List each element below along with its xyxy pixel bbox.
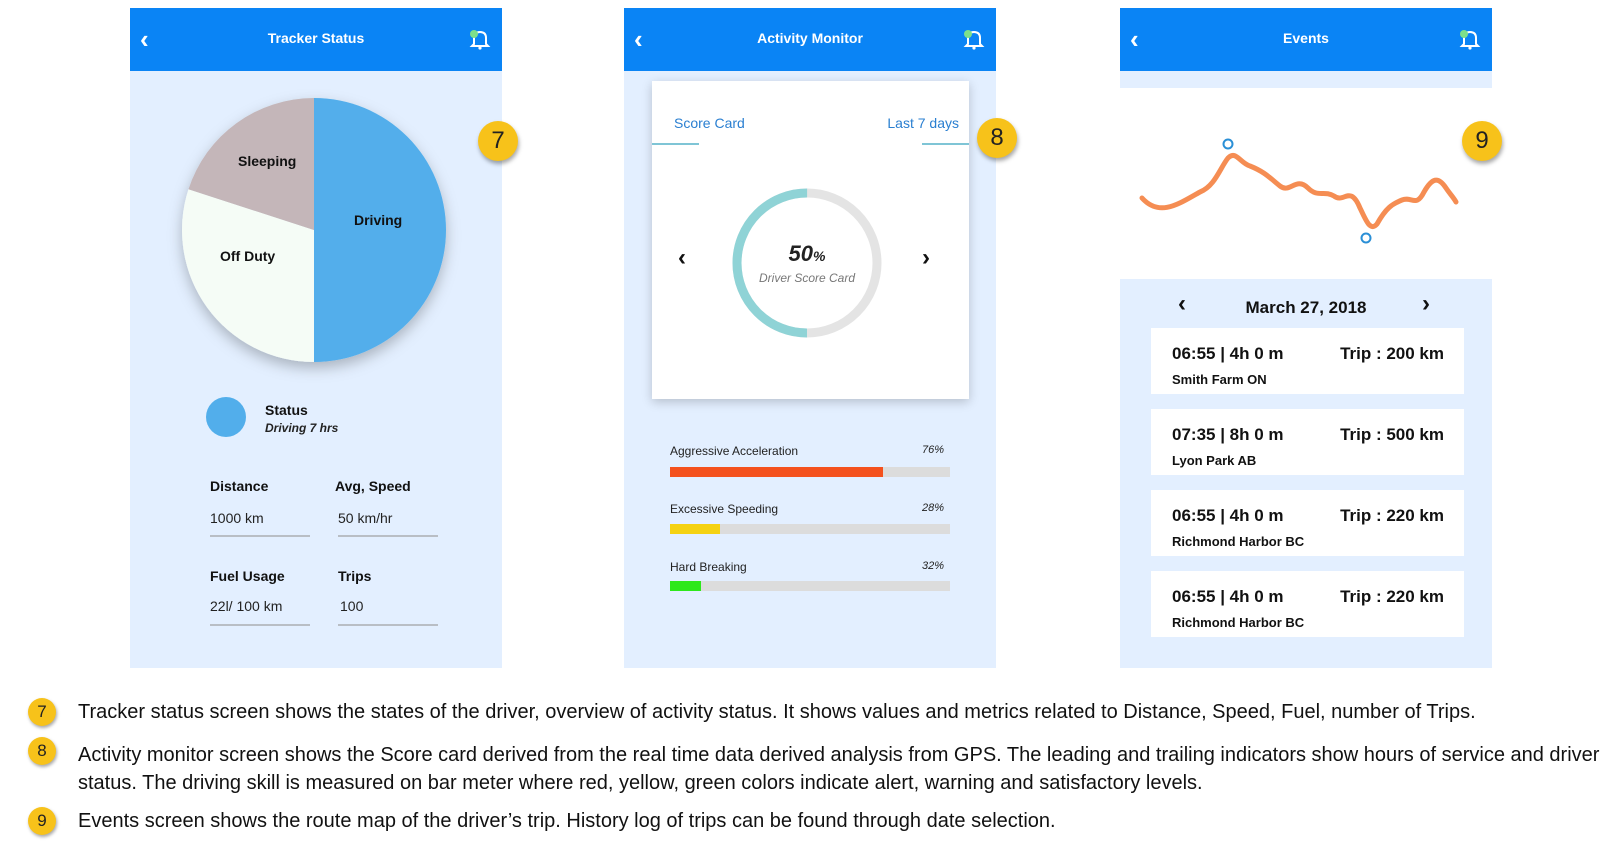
trips-value: 100 (340, 598, 364, 614)
events-appbar: ‹ Events (1120, 8, 1492, 71)
next-date-icon[interactable]: › (1422, 290, 1430, 317)
speed-label: Avg, Speed (335, 478, 411, 494)
metric-name-hard-breaking: Hard Breaking (670, 560, 747, 574)
pie-slice-sleeping[interactable] (188, 98, 314, 230)
bar-speeding (670, 524, 950, 534)
back-icon[interactable]: ‹ (1130, 24, 1139, 54)
trip-distance: Trip : 500 km (1340, 425, 1444, 444)
distance-value: 1000 km (210, 510, 264, 526)
prev-arrow-icon[interactable]: ‹ (678, 244, 686, 271)
activity-monitor-screen: ‹ Activity Monitor Score Card Last 7 day… (624, 8, 996, 668)
trip-card[interactable]: 06:55 | 4h 0 m Trip : 200 km Smith Farm … (1151, 328, 1464, 394)
tab-score-card-underline (652, 143, 699, 145)
pie-slices (181, 98, 446, 362)
description-activity: Activity monitor screen shows the Score … (78, 744, 1600, 794)
trip-distance: Trip : 220 km (1340, 587, 1444, 606)
tab-last-7-days-underline (922, 143, 969, 145)
pie-label-sleeping: Sleeping (238, 153, 297, 169)
description-events: Events screen shows the route map of the… (78, 810, 1056, 832)
events-title: Events (1283, 30, 1329, 46)
back-icon[interactable]: ‹ (140, 24, 149, 54)
trip-location: Smith Farm ON (1172, 372, 1267, 387)
bar-hard-breaking (670, 581, 950, 591)
metric-pct-speeding: 28% (921, 502, 944, 514)
route-map[interactable] (1120, 88, 1492, 279)
activity-title: Activity Monitor (757, 30, 863, 46)
trip-distance: Trip : 220 km (1340, 506, 1444, 525)
bell-icon[interactable] (468, 28, 492, 50)
fuel-underline (210, 624, 310, 626)
bar-fill-acceleration (670, 467, 883, 477)
selected-date: March 27, 2018 (1245, 298, 1367, 317)
bell-icon[interactable] (1458, 28, 1482, 50)
score-label: Driver Score Card (758, 271, 856, 285)
tracker-title: Tracker Status (267, 30, 365, 46)
trip-location: Richmond Harbor BC (1172, 615, 1305, 630)
metric-name-acceleration: Aggressive Acceleration (670, 444, 799, 458)
score-ring (732, 188, 882, 338)
prev-date-icon[interactable]: ‹ (1178, 290, 1186, 317)
status-subtitle: Driving 7 hrs (265, 421, 339, 435)
trip-time: 06:55 | 4h 0 m (1172, 587, 1284, 606)
trip-time: 06:55 | 4h 0 m (1172, 344, 1284, 363)
trips-label: Trips (338, 568, 372, 584)
pie-label-off-duty: Off Duty (220, 248, 276, 264)
metric-name-speeding: Excessive Speeding (670, 502, 779, 516)
trip-location: Lyon Park AB (1172, 453, 1257, 468)
status-pie-chart (180, 96, 448, 364)
callout-badge-9: 9 (1462, 121, 1502, 161)
tab-last-7-days[interactable]: Last 7 days (887, 115, 959, 131)
desc-badge-8: 8 (28, 737, 56, 765)
events-screen: ‹ Events ‹ March 27, 2018 › 06:55 | 4h 0… (1120, 8, 1492, 668)
bar-fill-hard-breaking (670, 581, 701, 591)
score-card-panel: Score Card Last 7 days ‹ › 50% Driver Sc… (652, 81, 969, 399)
trip-card[interactable]: 06:55 | 4h 0 m Trip : 220 km Richmond Ha… (1151, 571, 1464, 637)
route-start-marker[interactable] (1222, 138, 1234, 150)
route-end-marker[interactable] (1360, 232, 1372, 244)
distance-underline (210, 535, 310, 537)
date-selector: ‹ March 27, 2018 › (1120, 290, 1492, 320)
pie-label-driving: Driving (354, 212, 403, 228)
trip-location: Richmond Harbor BC (1172, 534, 1305, 549)
desc-badge-7: 7 (28, 698, 56, 726)
score-value: 50% (729, 241, 885, 267)
score-unit: % (813, 248, 826, 264)
fuel-value: 22l/ 100 km (210, 598, 283, 614)
status-title: Status (265, 402, 308, 418)
desc-badge-9: 9 (28, 807, 56, 835)
trip-time: 07:35 | 8h 0 m (1172, 425, 1284, 444)
distance-label: Distance (210, 478, 269, 494)
next-arrow-icon[interactable]: › (922, 244, 930, 271)
metric-pct-acceleration: 76% (921, 444, 944, 456)
callout-badge-8: 8 (977, 118, 1017, 158)
metric-pct-hard-breaking: 32% (921, 560, 944, 572)
speed-underline (338, 535, 438, 537)
bar-fill-speeding (670, 524, 721, 534)
trip-card[interactable]: 07:35 | 8h 0 m Trip : 500 km Lyon Park A… (1151, 409, 1464, 475)
bell-icon[interactable] (962, 28, 986, 50)
trip-time: 06:55 | 4h 0 m (1172, 506, 1284, 525)
fuel-label: Fuel Usage (210, 568, 285, 584)
activity-appbar: ‹ Activity Monitor (624, 8, 996, 71)
bar-acceleration (670, 467, 950, 477)
tracker-appbar: ‹ Tracker Status (130, 8, 502, 71)
trip-card[interactable]: 06:55 | 4h 0 m Trip : 220 km Richmond Ha… (1151, 490, 1464, 556)
route-path (1139, 152, 1459, 230)
callout-badge-7: 7 (478, 121, 518, 161)
back-icon[interactable]: ‹ (634, 24, 643, 54)
description-tracker: Tracker status screen shows the states o… (78, 701, 1476, 723)
pie-slice-driving[interactable] (314, 98, 446, 362)
tracker-status-screen: ‹ Tracker Status Driving Off Duty Sleepi… (130, 8, 502, 668)
score-number: 50 (788, 241, 814, 266)
trips-underline (338, 624, 438, 626)
trip-distance: Trip : 200 km (1340, 344, 1444, 363)
pie-slice-off-duty[interactable] (181, 189, 314, 362)
route-line-graph (1139, 138, 1459, 244)
speed-value: 50 km/hr (338, 510, 393, 526)
tab-score-card[interactable]: Score Card (674, 115, 745, 131)
status-indicator (206, 397, 246, 437)
